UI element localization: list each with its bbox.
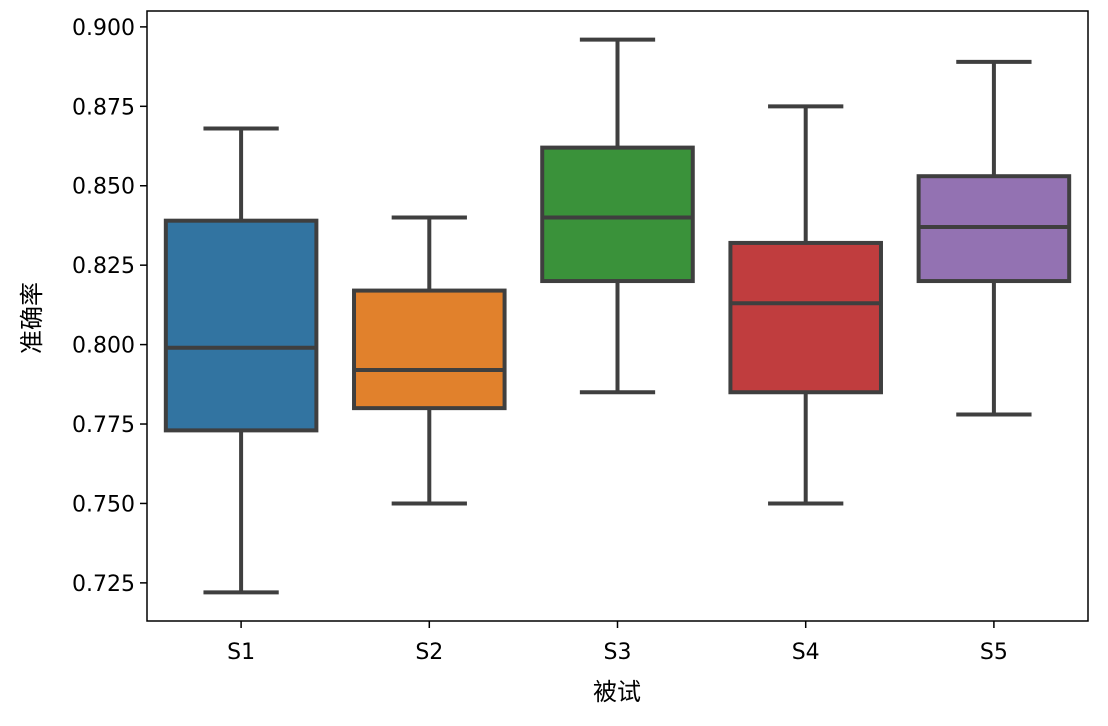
- box-body: [728, 240, 883, 395]
- x-tick-label: S1: [227, 640, 255, 665]
- y-tick-label: 0.825: [72, 254, 135, 279]
- x-tick-label: S5: [980, 640, 1008, 665]
- box-body: [163, 218, 319, 433]
- y-axis-title: 准确率: [18, 282, 46, 354]
- y-tick-label: 0.800: [72, 334, 135, 359]
- box-body: [540, 145, 695, 284]
- y-tick-label: 0.775: [72, 413, 135, 438]
- x-axis-title: 被试: [593, 678, 641, 706]
- y-tick-label: 0.900: [72, 16, 135, 41]
- x-tick-label: S4: [792, 640, 820, 665]
- box-body: [352, 288, 507, 411]
- y-tick-label: 0.750: [72, 492, 135, 517]
- y-tick-label: 0.850: [72, 175, 135, 200]
- x-tick-label: S2: [415, 640, 443, 665]
- box-S1: [163, 126, 319, 595]
- box-S2: [352, 215, 507, 506]
- y-tick-label: 0.875: [72, 95, 135, 120]
- y-tick-label: 0.725: [72, 572, 135, 597]
- x-tick-label: S3: [604, 640, 632, 665]
- box-S4: [728, 104, 883, 506]
- plot-area: 0.725 0.750 0.775 0.800 0.825 0.850 0.875 0.900…: [72, 10, 1089, 665]
- box-S5: [916, 59, 1072, 417]
- box-S3: [540, 37, 695, 395]
